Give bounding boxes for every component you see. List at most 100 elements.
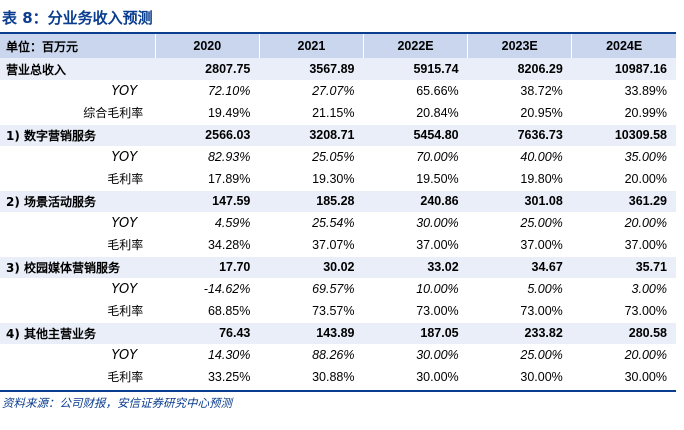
value-cell: 34.28%: [155, 234, 260, 257]
value-cell: 143.89: [259, 322, 364, 344]
value-cell: 10987.16: [571, 58, 676, 80]
value-cell: 30.88%: [259, 366, 364, 389]
segment-row: 营业总收入 2807.75 3567.89 5915.74 8206.29 10987.1…: [0, 58, 676, 80]
margin-row: 综合毛利率 19.49% 21.15% 20.84% 20.95% 20.99%: [0, 102, 676, 125]
row-label: YOY: [111, 83, 138, 99]
value-cell: 25.05%: [312, 150, 355, 164]
value-cell: 30.00%: [416, 216, 459, 230]
value-cell: 20.00%: [624, 348, 667, 362]
value-cell: 20.84%: [363, 102, 468, 125]
margin-row: 毛利率 34.28% 37.07% 37.00% 37.00% 37.00%: [0, 234, 676, 257]
value-cell: 19.49%: [155, 102, 260, 125]
value-cell: 70.00%: [416, 150, 459, 164]
value-cell: 3567.89: [259, 58, 364, 80]
value-cell: 2566.03: [155, 124, 260, 146]
row-label: YOY: [111, 281, 138, 297]
value-cell: 19.50%: [363, 168, 468, 191]
segment-row: 4) 其他主营业务 76.43 143.89 187.05 233.82 280.58: [0, 322, 676, 344]
bottom-rule: [0, 390, 676, 392]
value-cell: 73.57%: [259, 300, 364, 323]
margin-row: 毛利率 17.89% 19.30% 19.50% 19.80% 20.00%: [0, 168, 676, 191]
value-cell: 20.00%: [571, 168, 676, 191]
value-cell: 3.00%: [631, 282, 667, 296]
year-header: 2023E: [467, 34, 572, 58]
value-cell: 73.00%: [467, 300, 572, 323]
row-label: YOY: [111, 149, 138, 165]
value-cell: 5.00%: [527, 282, 563, 296]
value-cell: 19.30%: [259, 168, 364, 191]
value-cell: 361.29: [571, 190, 676, 212]
value-cell: 20.00%: [624, 216, 667, 230]
row-label: 2) 场景活动服务: [0, 190, 156, 212]
value-cell: 8206.29: [467, 58, 572, 80]
value-cell: 10309.58: [571, 124, 676, 146]
value-cell: 20.95%: [467, 102, 572, 125]
value-cell: 4.59%: [214, 216, 251, 230]
value-cell: 147.59: [155, 190, 260, 212]
year-header: 2020: [154, 34, 260, 58]
row-label: YOY: [111, 215, 138, 231]
value-cell: 233.82: [467, 322, 572, 344]
value-cell: 21.15%: [259, 102, 364, 125]
segment-row: 3) 校园媒体营销服务 17.70 30.02 33.02 34.67 35.71: [0, 256, 676, 278]
value-cell: 2807.75: [155, 58, 260, 80]
value-cell: 69.57%: [312, 282, 355, 296]
value-cell: 37.07%: [259, 234, 364, 257]
value-cell: 280.58: [571, 322, 676, 344]
value-cell: 5454.80: [363, 124, 468, 146]
value-cell: 33.02: [363, 256, 468, 278]
row-label: 综合毛利率: [0, 102, 156, 125]
value-cell: 33.89%: [624, 84, 667, 98]
value-cell: 5915.74: [363, 58, 468, 80]
value-cell: 34.67: [467, 256, 572, 278]
row-label: 4) 其他主营业务: [0, 322, 156, 344]
row-label: 1) 数字营销服务: [0, 124, 156, 146]
row-label: YOY: [111, 347, 138, 363]
value-cell: 30.00%: [363, 366, 468, 389]
value-cell: 37.00%: [467, 234, 572, 257]
unit-label: 单位：百万元: [6, 39, 79, 54]
value-cell: 301.08: [467, 190, 572, 212]
value-cell: 240.86: [363, 190, 468, 212]
segment-row: 2) 场景活动服务 147.59 185.28 240.86 301.08 361.29: [0, 190, 676, 212]
value-cell: 38.72%: [520, 84, 563, 98]
value-cell: 37.00%: [571, 234, 676, 257]
value-cell: 187.05: [363, 322, 468, 344]
yoy-row: YOY -14.62% 69.57% 10.00% 5.00% 3.00%: [0, 278, 676, 300]
header-row: 单位：百万元 2020 2021 2022E 2023E 2024E: [0, 34, 676, 58]
value-cell: 35.00%: [624, 150, 667, 164]
value-cell: 73.00%: [363, 300, 468, 323]
year-header: 2022E: [362, 34, 468, 58]
value-cell: -14.62%: [203, 282, 251, 296]
value-cell: 27.07%: [312, 84, 355, 98]
value-cell: 30.00%: [467, 366, 572, 389]
value-cell: 30.02: [259, 256, 364, 278]
value-cell: 17.70: [155, 256, 260, 278]
value-cell: 10.00%: [416, 282, 459, 296]
value-cell: 14.30%: [207, 348, 251, 362]
source-note: 资料来源：公司财报，安信证券研究中心预测: [2, 396, 232, 410]
value-cell: 25.00%: [520, 348, 563, 362]
top-rule: [0, 32, 676, 34]
value-cell: 68.85%: [155, 300, 260, 323]
value-cell: 73.00%: [571, 300, 676, 323]
value-cell: 72.10%: [207, 84, 251, 98]
value-cell: 33.25%: [155, 366, 260, 389]
value-cell: 76.43: [155, 322, 260, 344]
value-cell: 7636.73: [467, 124, 572, 146]
revenue-forecast-table: 单位：百万元 2020 2021 2022E 2023E 2024E 营业总收入…: [0, 34, 676, 389]
value-cell: 30.00%: [416, 348, 459, 362]
value-cell: 30.00%: [571, 366, 676, 389]
yoy-row: YOY 4.59% 25.54% 30.00% 25.00% 20.00%: [0, 212, 676, 234]
segment-row: 1) 数字营销服务 2566.03 3208.71 5454.80 7636.73 103…: [0, 124, 676, 146]
value-cell: 65.66%: [416, 84, 459, 98]
yoy-row: YOY 82.93% 25.05% 70.00% 40.00% 35.00%: [0, 146, 676, 168]
value-cell: 20.99%: [571, 102, 676, 125]
value-cell: 19.80%: [467, 168, 572, 191]
value-cell: 25.00%: [520, 216, 563, 230]
year-header: 2021: [258, 34, 364, 58]
year-header: 2024E: [571, 34, 676, 58]
row-label: 毛利率: [0, 168, 156, 191]
value-cell: 37.00%: [363, 234, 468, 257]
margin-row: 毛利率 33.25% 30.88% 30.00% 30.00% 30.00%: [0, 366, 676, 389]
